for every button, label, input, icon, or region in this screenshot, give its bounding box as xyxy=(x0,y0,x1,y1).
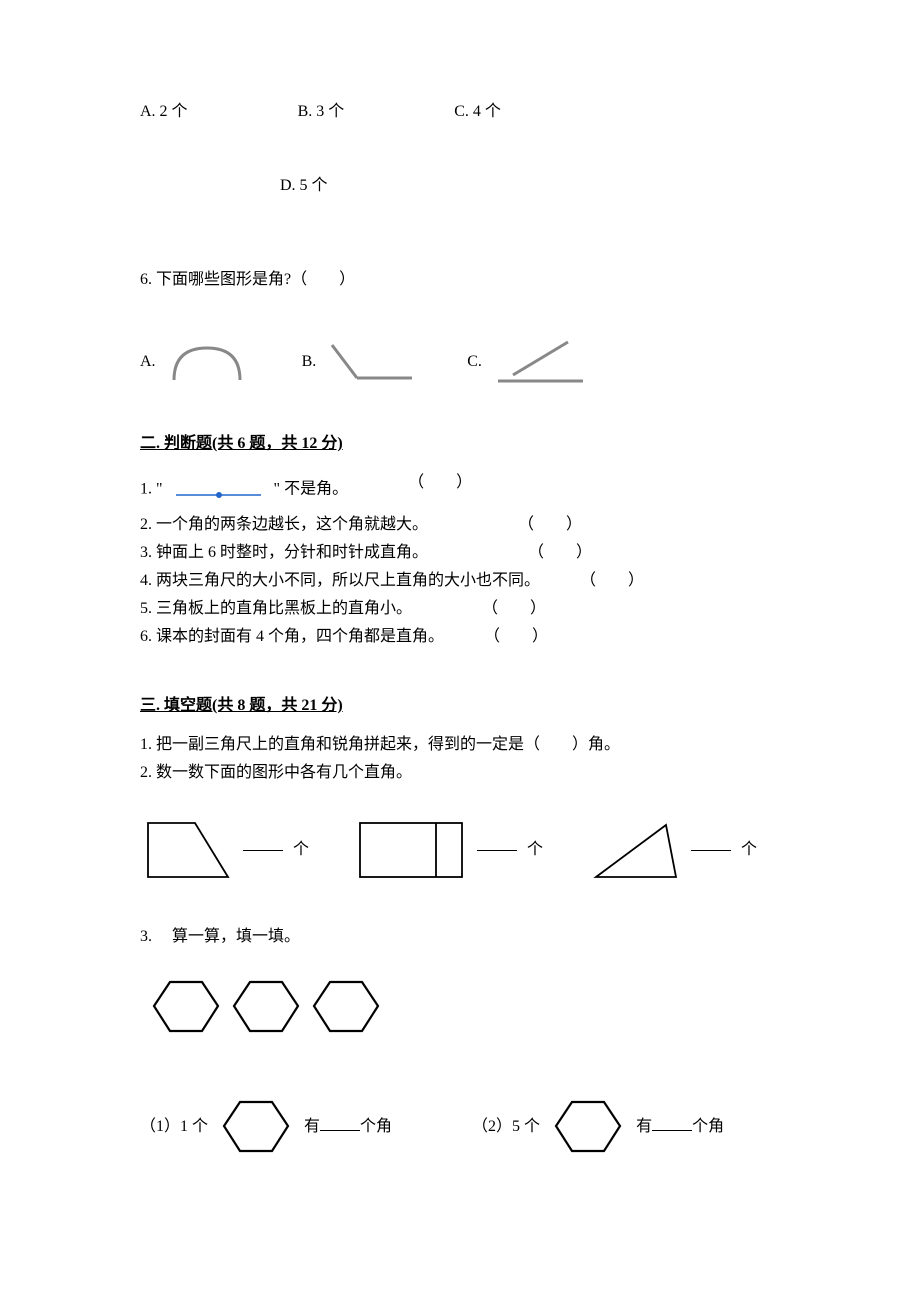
hex-q1-blank xyxy=(320,1130,360,1131)
shape-group-1: 个 xyxy=(140,815,309,885)
judge-1-text: 1. " " 不是角。 xyxy=(140,471,348,509)
shapes-row: 个 个 个 xyxy=(140,815,780,885)
hex-q2: （2）5 个 有 个角 xyxy=(472,1094,724,1159)
blank-2 xyxy=(477,850,517,851)
q6-label-a: A. xyxy=(140,350,156,374)
hexagon-row xyxy=(150,974,780,1039)
blank-1 xyxy=(243,850,283,851)
section3-title: 三. 填空题(共 8 题，共 21 分) xyxy=(140,694,780,718)
q5-option-c: C. 4 个 xyxy=(454,100,501,124)
unit-1: 个 xyxy=(293,838,309,862)
q6-label-b: B. xyxy=(302,350,317,374)
hexagon-q1-icon xyxy=(220,1094,292,1159)
hex-question-row: （1）1 个 有 个角 （2）5 个 有 个角 xyxy=(140,1094,780,1159)
hex-q1-pre: （1）1 个 xyxy=(140,1115,208,1139)
blank-3 xyxy=(691,850,731,851)
judge-item-6: 6. 课本的封面有 4 个角，四个角都是直角。 （ ） xyxy=(140,625,780,649)
q5-option-a: A. 2 个 xyxy=(140,100,188,124)
q6-figures: A. B. C. xyxy=(140,337,780,387)
fill-item-3: 3. 算一算，填一填。 xyxy=(140,925,780,949)
judge-6-text: 6. 课本的封面有 4 个角，四个角都是直角。 xyxy=(140,625,444,649)
fill-item-2: 2. 数一数下面的图形中各有几个直角。 xyxy=(140,761,780,785)
fill-item-1: 1. 把一副三角尺上的直角和锐角拼起来，得到的一定是（ ）角。 xyxy=(140,733,780,757)
judge-5-text: 5. 三角板上的直角比黑板上的直角小。 xyxy=(140,597,412,621)
unit-2: 个 xyxy=(527,838,543,862)
q6-option-c: C. xyxy=(467,337,588,387)
judge-item-2: 2. 一个角的两条边越长，这个角就越大。 （ ） xyxy=(140,513,780,537)
judge-5-paren: （ ） xyxy=(482,597,546,621)
shape-group-3: 个 xyxy=(588,815,757,885)
judge-item-4: 4. 两块三角尺的大小不同，所以尺上直角的大小也不同。 （ ） xyxy=(140,569,780,593)
section2-title: 二. 判断题(共 6 题，共 12 分) xyxy=(140,432,780,456)
arc-shape-icon xyxy=(162,340,252,385)
hexagon-3-icon xyxy=(310,974,382,1039)
hex-q1: （1）1 个 有 个角 xyxy=(140,1094,392,1159)
hex-q2-blank xyxy=(652,1130,692,1131)
hex-q2-unit: 个角 xyxy=(692,1118,724,1135)
unit-3: 个 xyxy=(741,838,757,862)
judge-4-paren: （ ） xyxy=(580,569,644,593)
hex-q2-pre: （2）5 个 xyxy=(472,1115,540,1139)
judge-item-5: 5. 三角板上的直角比黑板上的直角小。 （ ） xyxy=(140,597,780,621)
rectangle-divided-icon xyxy=(354,815,469,885)
hex-q1-unit: 个角 xyxy=(360,1118,392,1135)
trapezoid-icon xyxy=(140,815,235,885)
judge-3-text: 3. 钟面上 6 时整时，分针和时针成直角。 xyxy=(140,541,428,565)
hexagon-q2-icon xyxy=(552,1094,624,1159)
judge-3-paren: （ ） xyxy=(528,541,592,565)
judge-2-text: 2. 一个角的两条边越长，这个角就越大。 xyxy=(140,513,428,537)
judge-4-text: 4. 两块三角尺的大小不同，所以尺上直角的大小也不同。 xyxy=(140,569,540,593)
judge-6-paren: （ ） xyxy=(484,625,548,649)
hex-q1-post-label: 有 xyxy=(304,1118,320,1135)
angle-shape-c-icon xyxy=(488,337,588,387)
shape-group-2: 个 xyxy=(354,815,543,885)
judge-2-paren: （ ） xyxy=(518,513,582,537)
angle-shape-b-icon xyxy=(322,340,417,385)
judge-1-figure xyxy=(171,471,266,509)
q6-label-c: C. xyxy=(467,350,482,374)
q5-options-row: A. 2 个 B. 3 个 C. 4 个 xyxy=(140,100,780,124)
judge-item-3: 3. 钟面上 6 时整时，分针和时针成直角。 （ ） xyxy=(140,541,780,565)
q6-option-a: A. xyxy=(140,340,252,385)
q5-option-d-text: D. 5 个 xyxy=(280,177,328,194)
right-triangle-icon xyxy=(588,815,683,885)
judge-1-paren: （ ） xyxy=(408,471,472,509)
q5-option-b: B. 3 个 xyxy=(298,100,345,124)
q6-option-b: B. xyxy=(302,340,418,385)
judge-item-1: 1. " " 不是角。 （ ） xyxy=(140,471,780,509)
hexagon-1-icon xyxy=(150,974,222,1039)
hexagon-2-icon xyxy=(230,974,302,1039)
q6-text: 6. 下面哪些图形是角?（ ） xyxy=(140,268,780,292)
q5-option-d: D. 5 个 xyxy=(280,174,780,198)
hex-q2-post-label: 有 xyxy=(636,1118,652,1135)
hex-q2-post: 有 个角 xyxy=(636,1115,724,1139)
hex-q1-post: 有 个角 xyxy=(304,1115,392,1139)
judge-1-post: " 不是角。 xyxy=(274,481,349,498)
judge-1-pre: 1. " xyxy=(140,481,163,498)
